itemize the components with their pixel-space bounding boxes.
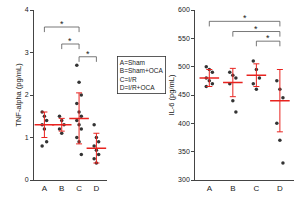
svg-text:550: 550 (178, 35, 190, 42)
svg-text:B: B (59, 184, 64, 193)
svg-text:1: 1 (25, 134, 29, 141)
svg-text:B: B (230, 184, 235, 193)
svg-text:2: 2 (25, 91, 29, 98)
svg-text:A: A (42, 184, 48, 193)
svg-text:*: * (266, 33, 270, 43)
svg-text:C: C (76, 184, 82, 193)
svg-text:4: 4 (25, 6, 29, 13)
svg-text:*: * (86, 49, 90, 59)
svg-text:D: D (94, 184, 100, 193)
svg-text:300: 300 (178, 176, 190, 183)
svg-text:*: * (68, 36, 72, 46)
svg-text:A=ShamB=Sham+OCAC=I/RD=I/R+OCA: A=ShamB=Sham+OCAC=I/RD=I/R+OCA (120, 59, 164, 91)
svg-text:*: * (60, 19, 64, 29)
svg-text:0: 0 (25, 176, 29, 183)
svg-text:D: D (277, 184, 283, 193)
svg-text:IL-6 (pg/mL): IL-6 (pg/mL) (167, 74, 176, 115)
svg-text:400: 400 (178, 120, 190, 127)
svg-text:*: * (254, 24, 258, 34)
svg-text:500: 500 (178, 63, 190, 70)
svg-text:C: C (253, 184, 259, 193)
svg-text:3: 3 (25, 49, 29, 56)
svg-text:600: 600 (178, 6, 190, 13)
svg-text:A: A (207, 184, 213, 193)
svg-text:*: * (243, 13, 247, 23)
svg-text:TNF-alpha (pg/mL): TNF-alpha (pg/mL) (14, 63, 23, 127)
svg-text:350: 350 (178, 148, 190, 155)
svg-text:450: 450 (178, 91, 190, 98)
